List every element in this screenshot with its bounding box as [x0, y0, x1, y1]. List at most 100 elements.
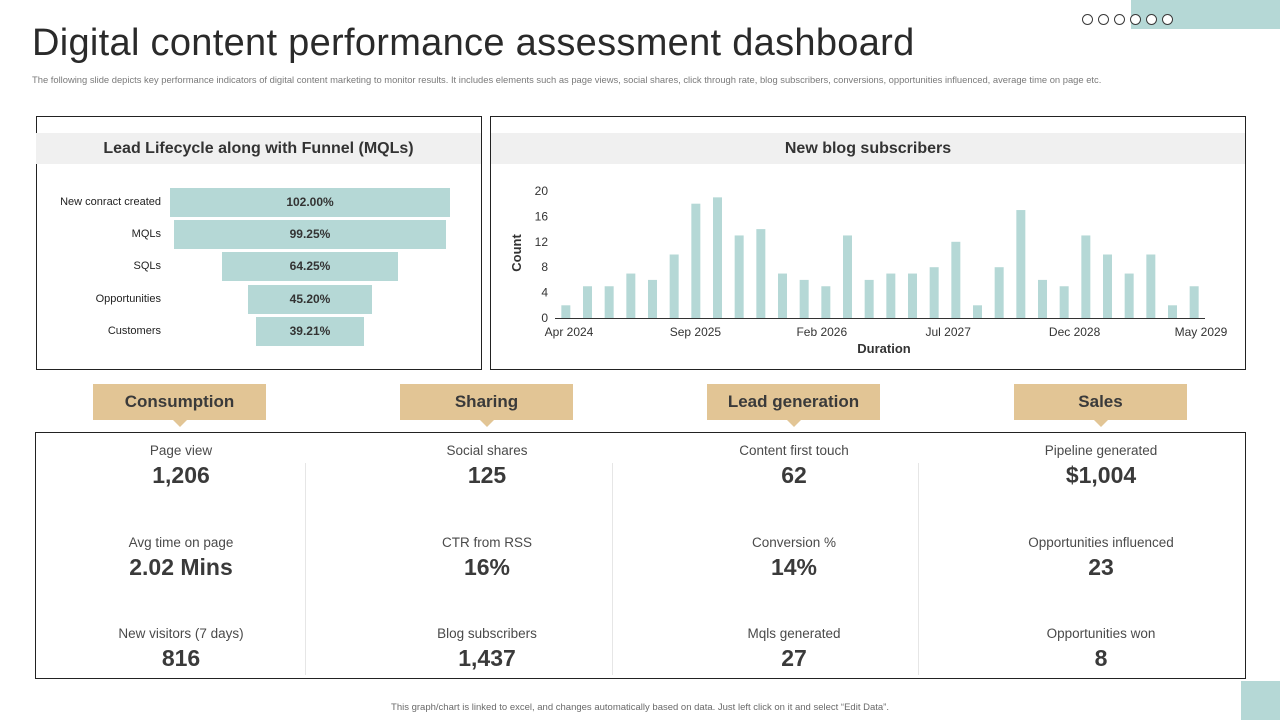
kpi-card: Mqls generated 27: [674, 626, 914, 672]
chart-bar: [734, 235, 744, 318]
kpi-value: 16%: [463, 554, 511, 580]
dot-icon: [1146, 14, 1157, 25]
chart-bar: [951, 241, 961, 318]
kpi-value: $1,004: [1065, 462, 1137, 488]
kpi-card: Social shares 125: [367, 443, 607, 489]
decorative-banner: [1131, 0, 1280, 29]
funnel-bar: 99.25%: [173, 220, 447, 250]
chart-bar: [604, 286, 614, 318]
funnel-bar: 39.21%: [256, 316, 364, 346]
kpi-value: 1,206: [152, 462, 210, 488]
kpi-card: Opportunities influenced 23: [981, 535, 1221, 581]
dot-icon: [1162, 14, 1173, 25]
category-tab-consumption: Consumption: [93, 384, 266, 427]
kpi-label: CTR from RSS: [441, 535, 532, 550]
y-tick-label: 20: [535, 184, 549, 198]
chart-bar: [583, 286, 592, 318]
tab-pointer-icon: [173, 420, 187, 427]
funnel-stage-label: MQLs: [131, 228, 161, 241]
column-divider: [612, 463, 613, 675]
chart-bar: [713, 197, 722, 318]
kpi-value: 14%: [770, 554, 818, 580]
dot-icon: [1082, 14, 1093, 25]
column-divider: [918, 463, 919, 675]
kpi-value: 62: [781, 462, 807, 488]
chart-bar: [648, 279, 657, 318]
x-tick-label: May 2029: [1175, 325, 1228, 339]
chart-bar: [1016, 210, 1026, 318]
category-tab-label: Sharing: [454, 392, 519, 411]
kpi-label: Opportunities won: [1046, 626, 1156, 641]
funnel-bar: 45.20%: [247, 284, 373, 314]
category-tab-sharing: Sharing: [400, 384, 573, 427]
blog-subscribers-panel[interactable]: New blog subscribers 0 4 8 12 16 20 Apr 2024 Se…: [490, 116, 1246, 370]
kpi-card: Blog subscribers 1,437: [367, 626, 607, 672]
kpi-label: New visitors (7 days): [118, 626, 244, 641]
tab-pointer-icon: [787, 420, 801, 427]
kpi-label: Avg time on page: [128, 535, 234, 550]
kpi-card: Page view 1,206: [61, 443, 301, 489]
chart-bar: [973, 305, 982, 318]
kpi-label: Opportunities influenced: [1028, 535, 1174, 550]
funnel-stage-label: Customers: [107, 324, 161, 337]
kpi-label: Mqls generated: [747, 626, 841, 641]
chart-bar: [1146, 254, 1156, 318]
kpi-card: CTR from RSS 16%: [367, 535, 607, 581]
kpi-label: Content first touch: [739, 443, 849, 458]
chart-bar: [626, 273, 636, 318]
category-tab-lead-generation: Lead generation: [707, 384, 880, 427]
page-title: Digital content performance assessment d…: [32, 22, 915, 64]
chart-bar: [929, 267, 939, 318]
kpi-card: Avg time on page 2.02 Mins: [61, 535, 301, 581]
chart-bar: [821, 286, 831, 318]
chart-bar: [1189, 286, 1199, 318]
category-tab-label: Consumption: [124, 392, 235, 411]
chart-bar: [756, 229, 766, 318]
kpi-label: Blog subscribers: [437, 626, 537, 641]
y-tick-label: 0: [541, 311, 548, 325]
kpi-card: New visitors (7 days) 816: [61, 626, 301, 672]
funnel-chart-panel[interactable]: Lead Lifecycle along with Funnel (MQLs) …: [36, 116, 482, 370]
funnel-bar: 64.25%: [221, 252, 399, 282]
y-tick-label: 16: [535, 209, 549, 223]
footnote: This graph/chart is linked to excel, and…: [391, 702, 889, 713]
kpi-value: 816: [161, 645, 201, 671]
y-tick-label: 8: [541, 260, 548, 274]
chart-bar: [1103, 254, 1112, 318]
chart-bar: [1059, 286, 1069, 318]
chart-bar: [1124, 273, 1134, 318]
kpi-label: Conversion %: [751, 535, 837, 550]
funnel-stage-label: Opportunities: [95, 292, 161, 305]
chart-bar: [1081, 235, 1091, 318]
x-tick-label: Dec 2028: [1049, 325, 1101, 339]
kpi-value: 8: [1094, 645, 1108, 671]
chart-bar: [886, 273, 896, 318]
chart-bar: [864, 279, 874, 318]
chart-bar: [1038, 279, 1047, 318]
funnel-stage-label: New conract created: [60, 196, 161, 208]
slide-dots: [1082, 14, 1173, 25]
kpi-card: Conversion % 14%: [674, 535, 914, 581]
x-axis-label: Duration: [857, 341, 911, 356]
category-tab-label: Sales: [1078, 392, 1123, 411]
y-tick-label: 12: [535, 235, 549, 249]
kpi-value: 27: [781, 645, 807, 671]
category-tab-label: Lead generation: [727, 392, 860, 411]
kpi-label: Pipeline generated: [1044, 443, 1158, 458]
chart-bar: [994, 267, 1004, 318]
kpi-label: Page view: [149, 443, 213, 458]
chart-bar: [778, 273, 787, 318]
category-tab-sales: Sales: [1014, 384, 1187, 427]
funnel-chart-title: Lead Lifecycle along with Funnel (MQLs): [36, 133, 481, 164]
kpi-value: 2.02 Mins: [129, 554, 233, 580]
kpi-value: 1,437: [458, 645, 516, 671]
chart-bar: [669, 254, 679, 318]
x-tick-label: Jul 2027: [926, 325, 972, 339]
kpi-panel: Page view 1,206 Avg time on page 2.02 Mins N…: [35, 432, 1246, 679]
tab-pointer-icon: [1094, 420, 1108, 427]
blog-chart-title: New blog subscribers: [491, 133, 1245, 164]
column-divider: [305, 463, 306, 675]
tab-pointer-icon: [480, 420, 494, 427]
chart-bar: [1168, 305, 1177, 318]
chart-bar: [799, 279, 809, 318]
